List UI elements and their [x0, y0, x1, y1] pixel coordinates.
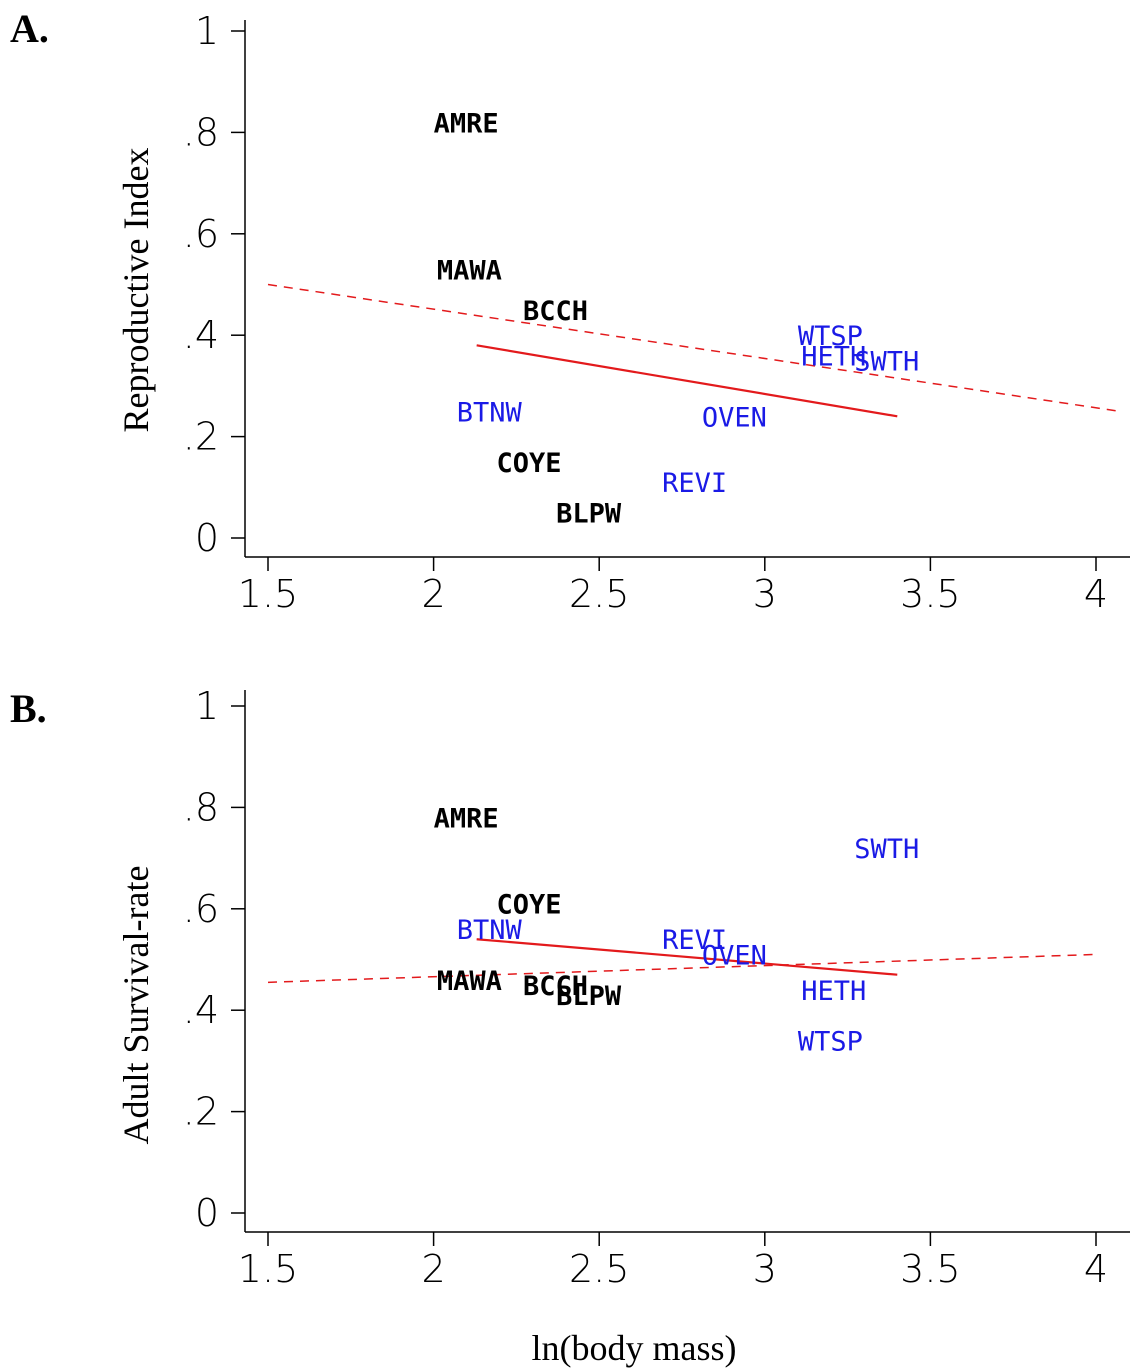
panel-b-fit-lines: [267, 938, 1097, 984]
panel-a-point-blpw: BLPW: [556, 499, 622, 530]
panel-a-point-labels: AMRE MAWA BCCH COYE BLPW BTNW OVEN REVI WTSPHETH…: [434, 108, 920, 529]
panel-b-point-heth: HETH: [801, 976, 866, 1007]
panel-b-point-btnw: BTNW: [457, 915, 523, 946]
panel-a-y-axis-label: Reproductive Index: [116, 148, 156, 433]
panel-a-point-heth: HETH: [801, 341, 866, 372]
panel-b-y-axis-label: Adult Survival-rate: [116, 866, 156, 1145]
panel-b-label: B.: [10, 686, 47, 731]
panel-a-point-oven: OVEN: [702, 402, 767, 433]
panel-a-axes: 0 .2 .4 .6 .8 1 1.5 2 2.5 3 3.5 4: [183, 9, 1130, 616]
panel-a-x-tick-label: 2.5: [569, 572, 629, 616]
panel-a-x-tick-label: 3: [753, 572, 777, 616]
panel-a-x-tick-label: 2: [422, 572, 446, 616]
panel-b-solid-fit-line: [476, 938, 898, 976]
panel-a-point-coye: COYE: [497, 448, 562, 479]
panel-b-x-tick-label: 2.5: [569, 1247, 629, 1291]
panel-a-y-tick-label: 1: [195, 9, 219, 53]
panel-a-dashed-fit-line: [267, 283, 1120, 412]
panel-b-point-amre: AMRE: [434, 804, 499, 835]
panel-b-x-tick-label: 4: [1084, 1247, 1108, 1291]
panel-a-label: A.: [10, 6, 49, 51]
panel-a-fit-lines: [267, 283, 1120, 418]
panel-a-x-tick-label: 4: [1084, 572, 1108, 616]
panel-b: B. Adult Survival-rate 0 .2 .4 .6 .8 1 1.5 2 2.5…: [10, 684, 1130, 1291]
panel-b-point-coye: COYE: [497, 890, 562, 921]
panel-a-point-wtsp: WTSP: [798, 321, 863, 352]
panel-a-point-btnw: BTNW: [457, 397, 523, 428]
panel-a-y-tick-label: .2: [183, 415, 219, 459]
panel-b-x-tick-label: 3: [753, 1247, 777, 1291]
x-axis-label: ln(body mass): [532, 1328, 737, 1368]
panel-b-y-tick-label: .4: [183, 988, 219, 1032]
panel-a-y-tick-label: .4: [183, 313, 219, 357]
panel-a-x-tick-label: 1.5: [238, 572, 298, 616]
panel-a-x-tick-label: 3.5: [900, 572, 960, 616]
panel-a-y-tick-label: .6: [183, 212, 219, 256]
panel-b-y-tick-label: 1: [195, 684, 219, 728]
panel-a-y-tick-label: .8: [183, 110, 219, 154]
panel-b-point-oven: OVEN: [702, 940, 767, 971]
panel-b-y-tick-label: .2: [183, 1090, 219, 1134]
panel-a-y-tick-label: 0: [195, 516, 219, 560]
panel-b-y-tick-label: 0: [195, 1191, 219, 1235]
panel-a-point-mawa: MAWA: [437, 255, 502, 286]
panel-a-point-bcch: BCCH: [523, 296, 588, 327]
panel-b-x-tick-label: 2: [422, 1247, 446, 1291]
panel-b-y-tick-label: .6: [183, 887, 219, 931]
panel-b-point-swth: SWTH: [854, 834, 919, 865]
panel-b-point-blpw: BLPW: [556, 981, 622, 1012]
panel-a-point-swth: SWTH: [854, 347, 919, 378]
panel-b-dashed-fit-line: [267, 953, 1097, 984]
panel-b-axes: 0 .2 .4 .6 .8 1 1.5 2 2.5 3 3.5 4: [183, 684, 1130, 1291]
panel-a-point-revi: REVI: [662, 468, 727, 499]
panel-b-point-mawa: MAWA: [437, 966, 502, 997]
panel-b-x-tick-label: 3.5: [900, 1247, 960, 1291]
panel-b-point-revi: REVI: [662, 925, 727, 956]
panel-b-point-wtsp: WTSP: [798, 1027, 863, 1058]
panel-a: A. Reproductive Index 0 .2 .4 .6 .8 1 1.5 2 2.5 3…: [10, 6, 1130, 616]
panel-b-y-tick-label: .8: [183, 785, 219, 829]
panel-b-point-bcch: BCCH: [523, 971, 588, 1002]
panel-b-x-tick-label: 1.5: [238, 1247, 298, 1291]
panel-a-point-amre: AMRE: [434, 108, 499, 139]
panel-a-solid-fit-line: [476, 344, 898, 418]
